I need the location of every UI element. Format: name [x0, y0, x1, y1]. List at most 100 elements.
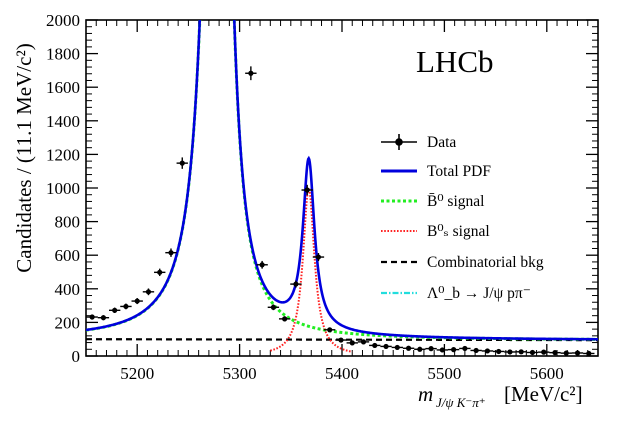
x-axis-title: m J/ψ K⁻π⁺ [MeV/c²]	[418, 382, 583, 410]
y-tick-label: 1800	[46, 45, 80, 64]
data-point	[278, 316, 291, 322]
data-point	[267, 304, 280, 311]
data-point-marker	[360, 339, 367, 345]
y-tick-label: 1400	[46, 112, 80, 131]
data-point-marker	[100, 315, 107, 321]
data-point-marker	[134, 298, 140, 304]
data-point	[346, 340, 358, 346]
x-axis-title-subscript: J/ψ K⁻π⁺	[436, 395, 486, 410]
legend-entry-bd: B̄⁰ signal	[381, 193, 484, 210]
legend-entry-data: Data	[381, 134, 456, 151]
data-point	[290, 280, 302, 288]
x-tick-label: 5200	[120, 364, 154, 383]
legend-label-total: Total PDF	[427, 163, 491, 180]
comb-bkg-curve	[86, 338, 598, 342]
data-point	[583, 350, 595, 357]
data-point-marker	[327, 327, 333, 333]
x-tick-label: 5500	[427, 364, 461, 383]
data-point	[425, 346, 437, 352]
data-point-marker	[586, 350, 592, 357]
data-point-marker	[259, 262, 265, 268]
data-point	[301, 184, 313, 196]
data-points	[86, 66, 595, 357]
data-point	[245, 66, 257, 81]
data-point	[108, 307, 121, 313]
y-tick-label: 2000	[46, 11, 80, 30]
data-point	[526, 349, 539, 356]
total-pdf-curve	[86, 20, 598, 341]
x-axis-title-symbol: m	[418, 382, 433, 406]
data-point-marker	[473, 347, 479, 354]
x-tick-label: 5600	[530, 364, 564, 383]
data-point-marker	[507, 349, 513, 355]
legend-label-data: Data	[427, 134, 456, 151]
data-point	[481, 348, 494, 354]
fit-curves	[86, 20, 598, 353]
data-point	[560, 350, 572, 356]
data-point	[447, 347, 460, 353]
data-point	[402, 345, 415, 351]
legend-entry-lb: Λ⁰_b → J/ψ pπ⁻	[381, 285, 531, 302]
data-point-marker	[315, 254, 322, 260]
data-point-marker	[394, 344, 400, 351]
data-point	[571, 350, 584, 356]
data-point	[492, 348, 505, 355]
data-point-marker	[574, 350, 581, 356]
data-point-marker	[428, 346, 434, 352]
y-tick-label: 600	[55, 246, 81, 265]
legend: Data Total PDF B̄⁰ signal B⁰ₛ signal Com…	[381, 134, 544, 302]
legend-entry-comb: Combinatorial bkg	[381, 254, 544, 271]
data-point-marker	[563, 350, 569, 356]
y-tick-label: 0	[72, 347, 81, 366]
x-axis-title-unit: [MeV/c²]	[504, 382, 583, 406]
data-point	[459, 345, 471, 352]
data-point	[154, 268, 166, 277]
data-point	[120, 303, 132, 310]
y-tick-label: 1000	[46, 179, 80, 198]
data-point	[312, 253, 325, 262]
y-axis-title: Candidates / (11.1 MeV/c²)	[12, 43, 36, 272]
data-point-marker	[541, 349, 547, 355]
data-point-marker	[123, 303, 129, 310]
legend-label-bs: B⁰ₛ signal	[427, 223, 490, 240]
data-point-marker	[372, 342, 378, 349]
data-point	[369, 342, 381, 349]
data-point	[380, 343, 392, 350]
legend-label-lb: Λ⁰_b → J/ψ pπ⁻	[427, 285, 531, 302]
data-point-marker	[179, 160, 185, 166]
legend-entry-total: Total PDF	[381, 163, 491, 180]
data-point	[324, 327, 336, 333]
data-point	[538, 349, 550, 355]
data-point-marker	[451, 347, 457, 353]
data-point-marker	[417, 346, 423, 352]
data-point	[504, 349, 516, 355]
data-point-marker	[349, 340, 355, 346]
data-point-marker	[270, 304, 276, 310]
y-tick-label: 1600	[46, 78, 80, 97]
data-point-marker	[157, 269, 163, 275]
data-point	[165, 248, 177, 257]
data-point-marker	[383, 343, 389, 350]
data-point	[515, 349, 527, 355]
data-point-marker	[112, 307, 118, 313]
data-point-marker	[89, 314, 95, 320]
legend-label-bd: B̄⁰ signal	[427, 193, 484, 210]
lhcb-label: LHCb	[416, 44, 494, 79]
data-point	[414, 346, 426, 352]
y-tick-label: 1200	[46, 145, 80, 164]
data-point-marker	[462, 345, 468, 352]
data-point	[256, 260, 268, 269]
y-tick-label: 400	[55, 280, 81, 299]
data-point	[549, 350, 561, 356]
x-tick-label: 5300	[223, 364, 257, 383]
data-point	[391, 344, 403, 351]
data-point-marker	[168, 250, 174, 256]
legend-swatch-data-marker	[395, 138, 403, 146]
data-point	[470, 347, 482, 354]
data-point-marker	[529, 349, 536, 356]
y-tick-label: 800	[55, 213, 81, 232]
data-point	[86, 314, 98, 320]
data-point-marker	[338, 337, 344, 343]
